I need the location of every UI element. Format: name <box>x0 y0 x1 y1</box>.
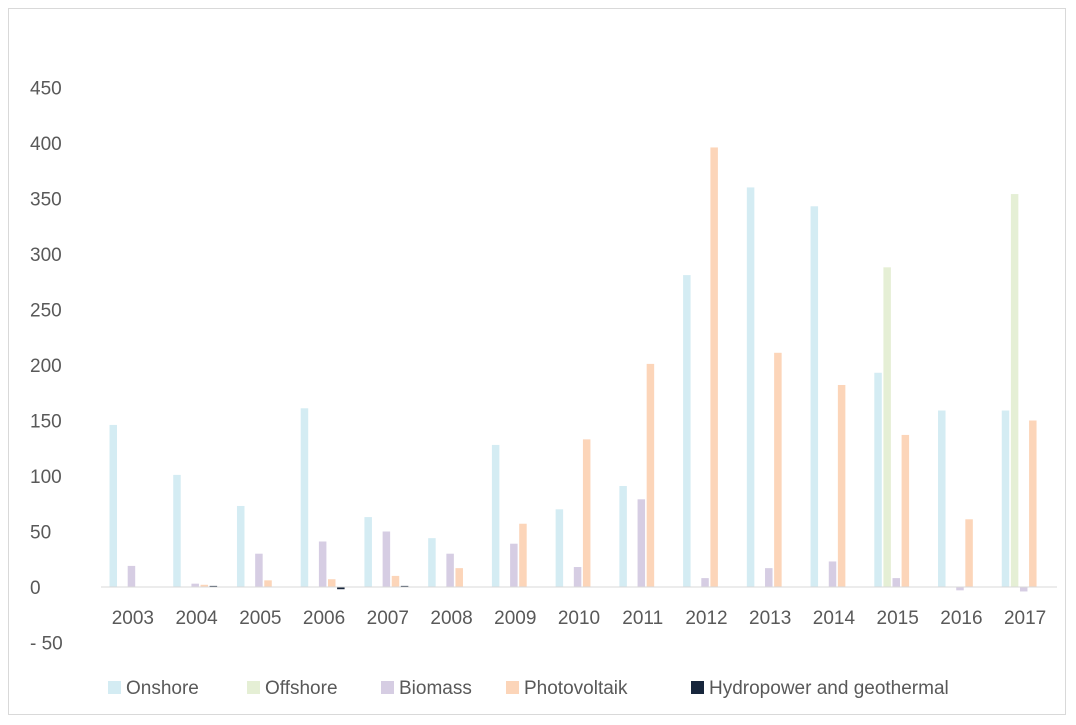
bar-biomass-2014 <box>828 561 837 587</box>
bar-onshore-2006 <box>300 408 309 587</box>
x-tick-label: 2011 <box>622 608 663 629</box>
bar-biomass-2004 <box>191 583 199 587</box>
x-tick-label: 2016 <box>940 608 982 629</box>
x-tick-label: 2006 <box>303 608 345 629</box>
x-tick-label: 2017 <box>1004 608 1046 629</box>
x-tick-label: 2013 <box>749 608 791 629</box>
bar-onshore-2007 <box>364 517 372 587</box>
bar-onshore-2010 <box>555 509 564 587</box>
bar-biomass-2008 <box>446 553 454 587</box>
bar-photovoltaik-2007 <box>391 575 400 587</box>
y-tick-label: 100 <box>30 467 62 488</box>
x-tick-label: 2014 <box>813 608 856 629</box>
x-tick-label: 2015 <box>877 608 919 629</box>
bar-biomass-2010 <box>573 567 582 587</box>
bar-offshore-2017 <box>1010 194 1019 587</box>
x-axis-ticks: 2003 2004 2005 2006 2007 2008 2009 2010 2011 2012… <box>112 608 1047 629</box>
bar-biomass-2007 <box>382 531 391 587</box>
x-tick-label: 2005 <box>239 608 281 629</box>
bar-biomass-2013 <box>765 568 773 587</box>
y-tick-label: 400 <box>30 134 62 155</box>
legend-swatch-onshore <box>108 681 121 694</box>
bar-biomass-2011 <box>637 499 646 587</box>
bar-hydropower-and-geothermal-2004 <box>209 585 218 587</box>
bar-photovoltaik-2013 <box>774 352 782 587</box>
bar-biomass-2016 <box>956 587 964 591</box>
bar-photovoltaik-2012 <box>710 147 718 587</box>
bar-hydropower-and-geothermal-2006 <box>337 587 345 590</box>
x-tick-label: 2012 <box>685 608 727 629</box>
bar-photovoltaik-2006 <box>328 579 336 587</box>
bar-photovoltaik-2011 <box>646 363 655 587</box>
bar-onshore-2012 <box>683 275 691 587</box>
bar-onshore-2005 <box>236 505 245 587</box>
bar-photovoltaik-2010 <box>582 439 591 587</box>
bar-onshore-2017 <box>1001 410 1010 587</box>
bar-photovoltaik-2017 <box>1029 420 1037 587</box>
bar-photovoltaik-2014 <box>837 384 846 587</box>
y-tick-label: 0 <box>30 578 41 599</box>
y-tick-label: 300 <box>30 245 62 266</box>
legend-swatch-biomass <box>381 681 394 694</box>
bar-onshore-2014 <box>810 206 819 587</box>
y-tick-label: 450 <box>30 79 62 100</box>
x-tick-label: 2007 <box>367 608 409 629</box>
bar-biomass-2012 <box>701 578 709 587</box>
y-tick-label: 350 <box>30 190 62 211</box>
legend-swatch-photovoltaik <box>506 681 519 694</box>
bar-hydropower-and-geothermal-2007 <box>400 585 409 587</box>
bar-biomass-2003 <box>127 565 136 587</box>
legend-swatch-offshore <box>247 681 260 694</box>
x-tick-label: 2004 <box>175 608 218 629</box>
bar-offshore-2015 <box>883 267 891 587</box>
bar-onshore-2003 <box>109 424 117 587</box>
legend-label-offshore: Offshore <box>265 678 338 699</box>
bar-onshore-2004 <box>173 474 181 587</box>
bar-biomass-2015 <box>892 578 900 587</box>
y-tick-label: 150 <box>30 412 62 433</box>
bar-photovoltaik-2004 <box>200 584 209 587</box>
bar-biomass-2009 <box>510 543 518 587</box>
x-tick-label: 2003 <box>112 608 154 629</box>
x-tick-label: 2010 <box>558 608 600 629</box>
bar-photovoltaik-2015 <box>901 434 910 587</box>
legend-label-hydropower-and-geothermal: Hydropower and geothermal <box>709 678 949 699</box>
bar-onshore-2015 <box>874 372 882 587</box>
y-tick-label: 50 <box>30 523 51 544</box>
bar-onshore-2008 <box>428 538 436 587</box>
bar-biomass-2017 <box>1019 587 1028 592</box>
y-axis-ticks: - 50 0 50 100 150 200 250 300 350 400 450 <box>30 79 63 655</box>
bar-photovoltaik-2005 <box>264 580 272 587</box>
x-tick-label: 2008 <box>430 608 472 629</box>
legend-swatch-hydropower-and-geothermal <box>691 681 704 694</box>
y-tick-label: 250 <box>30 301 62 322</box>
bar-photovoltaik-2009 <box>519 523 527 587</box>
y-tick-label: - 50 <box>30 634 63 655</box>
bar-photovoltaik-2008 <box>455 568 463 587</box>
bar-onshore-2009 <box>491 444 500 587</box>
bars-group <box>109 147 1037 592</box>
legend-label-photovoltaik: Photovoltaik <box>524 678 628 699</box>
bar-biomass-2005 <box>255 553 263 587</box>
legend-label-biomass: Biomass <box>399 678 472 699</box>
x-tick-label: 2009 <box>494 608 536 629</box>
bar-onshore-2016 <box>938 410 946 587</box>
bar-biomass-2006 <box>318 541 327 587</box>
y-tick-label: 200 <box>30 356 62 377</box>
legend-label-onshore: Onshore <box>126 678 199 699</box>
bar-onshore-2011 <box>619 485 627 587</box>
bar-onshore-2013 <box>746 187 755 587</box>
legend: Onshore Offshore Biomass Photovoltaik Hydrop… <box>108 678 949 699</box>
bar-photovoltaik-2016 <box>965 519 973 587</box>
